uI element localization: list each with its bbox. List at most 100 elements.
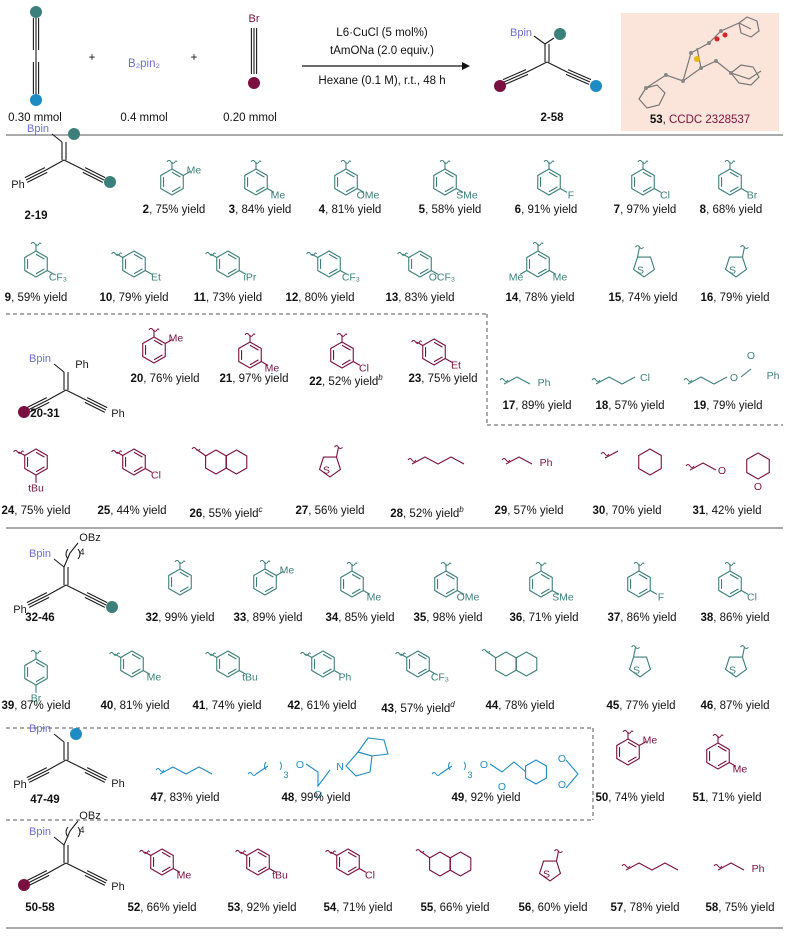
aryl-ring <box>139 848 181 876</box>
sulfur-label: S <box>543 868 550 880</box>
compound-label-15: 15, 74% yield <box>608 292 677 304</box>
compound-number: 20 <box>130 373 144 385</box>
compound-number: 26 <box>189 507 203 520</box>
substituent-label: Ph <box>339 672 352 684</box>
footnote-marker: d <box>450 700 455 709</box>
reagent3-dot <box>248 77 260 89</box>
substituent-label: Et <box>151 272 161 284</box>
substituent-label: tBu <box>272 870 288 882</box>
aryl-ring <box>433 159 464 196</box>
alkyne-bond <box>28 874 50 886</box>
compound-number: 32 <box>145 612 159 624</box>
bond-line <box>544 37 555 45</box>
subscript-3: 3 <box>283 770 288 780</box>
thienyl-ring <box>318 445 343 478</box>
compound-number: 29 <box>494 505 508 517</box>
substituent-label: Ph <box>752 863 765 875</box>
compound-yield: , 81% yield <box>325 204 382 216</box>
compound-label-17: 17, 89% yield <box>502 400 571 412</box>
thienyl-ring <box>632 245 656 278</box>
compound-number: 22 <box>309 375 323 388</box>
compound-yield: , 79% yield <box>706 400 763 412</box>
aryl-ring <box>706 733 737 770</box>
phenyl-label: Ph <box>75 359 88 371</box>
compound-yield: , 71% yield <box>522 612 579 624</box>
piperonyl-ester-chain <box>431 759 579 789</box>
alkyne-bond <box>84 874 106 886</box>
naphthyl-ring <box>481 649 538 677</box>
compound-label-29: 29, 57% yield <box>494 505 563 517</box>
bond-line <box>47 584 67 596</box>
compound-number: 34 <box>325 612 339 624</box>
alkyne-bond <box>84 771 106 783</box>
compound-number: 54 <box>323 902 337 914</box>
sulfur-label: S <box>633 664 640 676</box>
compound-number: 24 <box>1 505 15 517</box>
reagent1-amount: 0.30 mmol <box>8 112 62 124</box>
aryl-ring <box>330 332 361 369</box>
chloropropyl-chain <box>591 376 636 385</box>
alkyne-bond <box>567 69 592 81</box>
aryl-ring <box>395 650 437 678</box>
compound-number: 53 <box>227 902 241 914</box>
compound-yield: , 71% yield <box>336 902 393 914</box>
compound-label-55: 55, 66% yield <box>420 902 489 914</box>
substituent-label: Ph <box>540 457 553 469</box>
compound-number: 6 <box>514 204 522 216</box>
aryl-ring <box>109 650 151 678</box>
phenyl-label: Ph <box>13 779 26 791</box>
compound-yield: , 78% yield <box>623 902 680 914</box>
cyclohexylmethyl-chain <box>600 450 619 459</box>
substituent-label: OMe <box>457 592 480 604</box>
alkyne-bond <box>27 872 49 884</box>
compound-yield: , 80% yield <box>298 292 355 304</box>
aryl-ring <box>325 848 367 876</box>
bond-line <box>65 584 87 596</box>
compound-number: 14 <box>505 292 519 304</box>
substituent-label: SMe <box>456 190 478 202</box>
compound-yield: , 81% yield <box>113 700 170 712</box>
compound-number: 56 <box>518 902 532 914</box>
oxygen-label: O <box>480 759 488 771</box>
substituent-dot <box>18 406 30 418</box>
compound-number: 30 <box>592 505 606 517</box>
bond-line <box>526 61 548 73</box>
aryl-ring <box>205 250 247 278</box>
compound-number: 25 <box>97 505 111 517</box>
compound-number: 31 <box>692 505 706 517</box>
compound-yield: , 75% yield <box>14 505 71 517</box>
aryl-ring <box>111 250 153 278</box>
compound-label-53: 53, 92% yield <box>227 902 296 914</box>
subscript-3: 3 <box>467 770 472 780</box>
compound-yield: , 42% yield <box>705 505 762 517</box>
bond-line <box>63 159 85 171</box>
substituent-label: Br <box>747 190 758 202</box>
phenethyl-chain <box>499 376 531 385</box>
compound-yield: , 57% yield <box>608 400 665 412</box>
oxygen-label: O <box>747 350 755 362</box>
bond-line <box>53 363 65 373</box>
plus-sign: + <box>190 52 198 64</box>
obz-label: OBz <box>79 810 100 822</box>
scaffold-range-label: 32-46 <box>25 612 55 624</box>
alkyne-bond <box>86 767 108 779</box>
alkyne-bond <box>85 594 107 606</box>
aryl-ring <box>300 650 342 678</box>
compound-label-56: 56, 60% yield <box>518 902 587 914</box>
substituent-label: Me <box>509 272 524 284</box>
compound-yield: , 70% yield <box>605 505 662 517</box>
compound-number: 52 <box>127 902 141 914</box>
compound-number: 57 <box>610 902 624 914</box>
phenyl-label: Ph <box>111 881 124 893</box>
reagent3-amount: 0.20 mmol <box>223 112 277 124</box>
compound-label-43: 43, 57% yieldd <box>381 700 455 715</box>
compound-label-6: 6, 91% yield <box>515 204 578 216</box>
compound-number: 46 <box>700 700 714 712</box>
compound-yield: , 74% yield <box>205 700 262 712</box>
thienyl-ring <box>724 245 749 278</box>
substituent-label: iPr <box>244 272 257 284</box>
substituent-label: tBu <box>242 672 258 684</box>
compound-label-30: 30, 70% yield <box>592 505 661 517</box>
compound-number: 19 <box>693 400 707 412</box>
compound-label-10: 10, 79% yield <box>99 292 168 304</box>
